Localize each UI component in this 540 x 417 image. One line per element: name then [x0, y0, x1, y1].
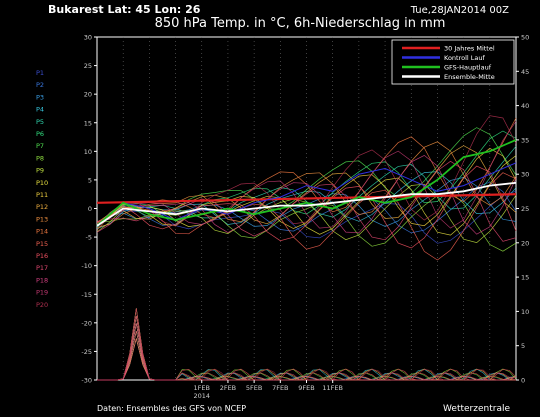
left-tick-label: -15	[81, 291, 92, 299]
right-tick-label: 35	[521, 136, 529, 144]
left-axis: 30 25 20 15 10 5 0 -5 -10 -15 -20 -25 -30	[81, 34, 97, 385]
right-tick-label: 45	[521, 68, 529, 76]
member-label: P2	[36, 81, 44, 89]
member-line	[96, 160, 517, 242]
control-line	[96, 162, 517, 227]
right-tick-label: 10	[521, 308, 529, 316]
chart-title: 850 hPa Temp. in °C, 6h-Niederschlag in …	[155, 16, 446, 31]
member-label: P6	[36, 130, 44, 138]
member-label: P20	[36, 301, 48, 309]
member-label: P18	[36, 276, 48, 284]
right-tick-label: 20	[521, 239, 529, 247]
right-tick-label: 50	[521, 34, 529, 42]
x-tick-year: 2014	[193, 392, 210, 400]
member-line	[96, 171, 517, 230]
legend-label: Kontroll Lauf	[444, 54, 485, 62]
member-legend: P1 P2 P3 P4 P5 P6 P7 P8 P9 P10 P11 P12 P13 P14 P15 P16 P…	[36, 69, 48, 309]
x-tick-label: 11FEB	[322, 384, 343, 392]
left-tick-label: 20	[84, 91, 92, 99]
left-tick-label: -20	[81, 319, 92, 327]
member-label: P3	[36, 93, 44, 101]
left-tick-label: 5	[88, 176, 92, 184]
legend-label: 30 Jahres Mittel	[444, 45, 495, 53]
x-tick-label: 2FEB	[220, 384, 236, 392]
legend-label: Ensemble-Mitte	[444, 73, 495, 81]
member-label: P10	[36, 179, 48, 187]
ensmean-line	[96, 181, 517, 227]
member-label: P4	[36, 106, 44, 114]
x-tick-label: 1FEB	[194, 384, 210, 392]
member-label: P9	[36, 167, 44, 175]
left-tick-label: -5	[86, 234, 92, 242]
left-tick-label: 15	[84, 119, 92, 127]
member-label: P13	[36, 215, 48, 223]
location-label: Bukarest Lat: 45 Lon: 26	[48, 3, 201, 16]
left-tick-label: -10	[81, 262, 92, 270]
member-label: P17	[36, 264, 48, 272]
footer-brand: Wetterzentrale	[443, 404, 510, 414]
member-line	[96, 190, 517, 244]
member-label: P19	[36, 289, 48, 297]
left-tick-label: 30	[84, 34, 92, 42]
left-tick-label: 10	[84, 148, 92, 156]
member-precip-line	[97, 323, 516, 381]
member-label: P15	[36, 240, 48, 248]
oper-line	[96, 139, 517, 227]
x-tick-label: 5FEB	[246, 384, 262, 392]
member-label: P11	[36, 191, 48, 199]
left-tick-label: -30	[81, 377, 92, 385]
right-tick-label: 40	[521, 102, 529, 110]
member-line	[96, 172, 517, 261]
member-line	[96, 121, 517, 229]
right-tick-label: 0	[521, 377, 525, 385]
member-label: P8	[36, 154, 44, 162]
member-label: P16	[36, 252, 48, 260]
main-series	[96, 139, 517, 227]
right-tick-label: 5	[521, 342, 525, 350]
member-line	[96, 145, 517, 225]
member-precip-line	[97, 330, 516, 381]
member-precip-line	[97, 330, 516, 381]
member-precip-line	[97, 330, 517, 381]
x-tick-label: 7FEB	[272, 384, 288, 392]
mean30-line	[96, 193, 517, 204]
member-label: P12	[36, 203, 48, 211]
left-tick-label: 25	[84, 62, 92, 70]
member-precip-line	[97, 323, 517, 381]
right-tick-label: 30	[521, 171, 529, 179]
member-label: P7	[36, 142, 44, 150]
x-tick-label: 9FEB	[298, 384, 314, 392]
left-tick-label: 0	[88, 205, 92, 213]
member-label: P14	[36, 228, 48, 236]
member-line	[96, 165, 517, 249]
footer-source: Daten: Ensembles des GFS von NCEP	[97, 404, 246, 413]
run-label: Tue,28JAN2014 00Z	[410, 5, 509, 16]
member-precip-line	[97, 323, 517, 381]
member-label: P5	[36, 118, 44, 126]
legend-label: GFS-Hauptlauf	[444, 64, 492, 72]
member-line	[96, 154, 517, 235]
member-precip-line	[97, 330, 517, 381]
member-precip-line	[97, 323, 516, 381]
right-tick-label: 25	[521, 205, 529, 213]
member-line	[96, 141, 517, 228]
right-tick-label: 15	[521, 274, 529, 282]
member-label: P1	[36, 69, 44, 77]
left-tick-label: -25	[81, 348, 92, 356]
